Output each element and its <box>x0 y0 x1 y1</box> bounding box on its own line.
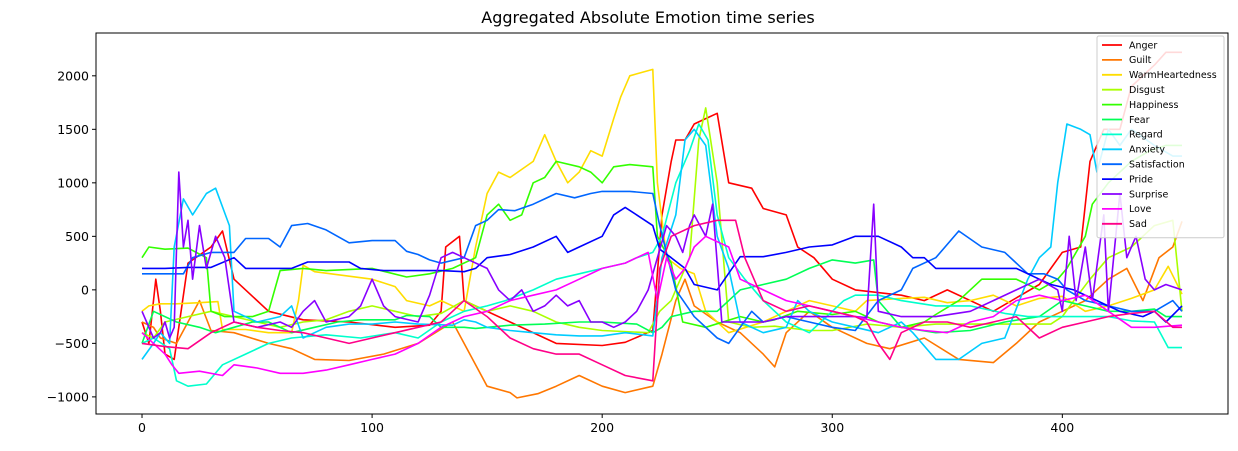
series-lines <box>141 51 1183 399</box>
chart-title: Aggregated Absolute Emotion time series <box>481 8 815 27</box>
legend-label: WarmHeartedness <box>1129 70 1217 81</box>
series-line-regard <box>141 123 1182 387</box>
legend-box <box>1096 35 1225 239</box>
legend-label: Fear <box>1129 115 1150 126</box>
y-tick-label: 1500 <box>57 122 89 137</box>
x-tick-label: 400 <box>1050 420 1074 435</box>
series-line-disgust <box>141 107 1183 339</box>
legend-label: Satisfaction <box>1129 160 1185 171</box>
y-tick-label: 2000 <box>57 68 89 83</box>
legend-label: Love <box>1129 204 1152 215</box>
x-tick-label: 100 <box>360 420 384 435</box>
legend-label: Happiness <box>1129 100 1178 111</box>
series-line-sad <box>141 219 1182 382</box>
x-tick-label: 0 <box>138 420 146 435</box>
legend: Anger Guilt WarmHeartedness Disgust Happines… <box>1096 35 1225 239</box>
series-line-guilt <box>141 221 1183 399</box>
y-tick-label: −1000 <box>47 389 89 404</box>
y-tick-label: 0 <box>81 282 89 297</box>
y-tick-label: 500 <box>65 229 89 244</box>
plot-frame <box>95 32 1229 415</box>
legend-label: Disgust <box>1129 85 1165 96</box>
axes: 0 100 200 300 400 −1000 −500 0 500 1000 1500 2000 <box>47 32 1229 435</box>
x-tick-label: 300 <box>820 420 844 435</box>
x-tick-label: 200 <box>590 420 614 435</box>
legend-label: Anxiety <box>1129 145 1165 156</box>
series-line-anger <box>141 51 1182 361</box>
series-line-love <box>141 235 1183 377</box>
series-line-anxiety <box>141 123 1182 361</box>
legend-label: Regard <box>1129 130 1163 141</box>
legend-label: Surprise <box>1129 189 1168 200</box>
legend-label: Sad <box>1129 219 1147 230</box>
series-line-surprise <box>141 171 1183 339</box>
y-tick-label: 1000 <box>57 175 89 190</box>
legend-label: Guilt <box>1129 55 1152 66</box>
series-line-satisfaction <box>142 190 1183 345</box>
legend-label: Anger <box>1129 40 1157 51</box>
series-line-warmheartedness <box>141 68 1183 334</box>
legend-label: Pride <box>1129 174 1153 185</box>
y-tick-label: −500 <box>55 336 89 351</box>
